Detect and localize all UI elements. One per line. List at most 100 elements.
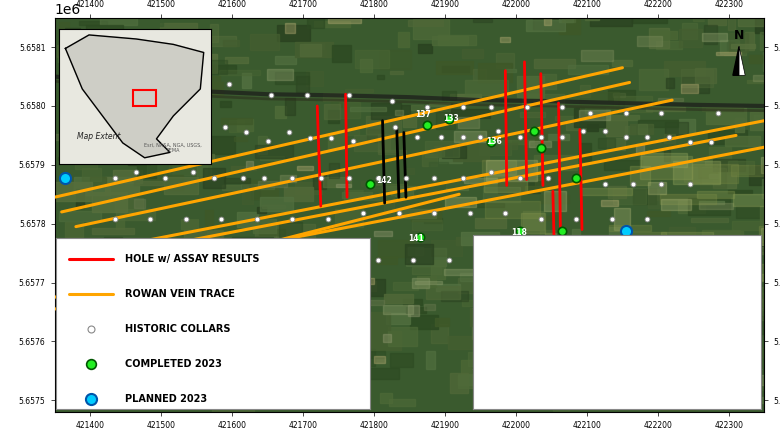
Bar <box>530 235 543 240</box>
Bar <box>498 258 536 265</box>
Bar <box>709 174 719 179</box>
Bar <box>116 217 124 229</box>
Bar <box>431 241 463 256</box>
Bar <box>233 267 264 284</box>
Bar <box>336 184 351 187</box>
Bar <box>94 45 119 51</box>
Bar <box>635 168 666 177</box>
Bar <box>665 122 688 135</box>
Bar <box>764 157 780 175</box>
Bar <box>360 59 371 72</box>
Bar <box>734 287 764 294</box>
Bar <box>169 253 196 259</box>
Bar <box>608 90 635 100</box>
Bar <box>172 214 201 218</box>
Bar <box>269 303 278 314</box>
Bar <box>134 199 145 208</box>
Bar <box>296 323 330 336</box>
Bar <box>190 143 206 158</box>
Text: 145: 145 <box>568 250 583 259</box>
Bar <box>229 120 244 132</box>
Bar <box>511 80 548 97</box>
Bar <box>148 246 178 260</box>
Bar <box>268 69 293 80</box>
Bar <box>285 376 308 395</box>
Bar <box>441 291 468 301</box>
Bar <box>583 310 603 328</box>
Bar <box>526 140 534 147</box>
Text: 133: 133 <box>444 114 459 124</box>
Bar <box>640 269 663 283</box>
Bar <box>532 30 543 41</box>
Bar <box>115 126 126 130</box>
Bar <box>484 175 526 193</box>
Bar <box>255 145 292 158</box>
Bar <box>351 299 384 305</box>
Bar <box>401 105 410 114</box>
Bar <box>344 190 383 200</box>
Bar <box>473 348 504 353</box>
Bar <box>493 330 505 339</box>
Bar <box>665 135 675 144</box>
Bar <box>108 338 124 350</box>
Bar <box>410 315 438 330</box>
Bar <box>520 213 545 233</box>
Bar <box>408 247 424 256</box>
Bar <box>210 24 218 43</box>
Bar <box>74 177 110 195</box>
Bar <box>682 261 722 284</box>
Bar <box>314 21 350 27</box>
Bar <box>82 105 94 114</box>
Bar <box>759 225 775 242</box>
Bar <box>100 18 136 25</box>
Bar <box>328 110 339 123</box>
Bar <box>735 118 743 132</box>
Bar <box>255 230 276 247</box>
Bar <box>585 317 600 329</box>
Bar <box>264 396 289 401</box>
Bar <box>496 326 509 335</box>
Bar <box>290 277 323 283</box>
Bar <box>666 78 674 88</box>
Bar <box>552 407 569 411</box>
Text: COMPLETED 2023: COMPLETED 2023 <box>126 359 222 369</box>
Bar <box>604 160 642 170</box>
Bar <box>491 232 498 249</box>
Bar <box>296 248 330 266</box>
Bar <box>59 295 86 312</box>
Bar <box>693 206 703 210</box>
Bar <box>761 228 780 245</box>
Bar <box>590 9 633 26</box>
Bar <box>174 341 201 351</box>
Bar <box>579 143 591 161</box>
Bar <box>464 178 497 183</box>
Bar <box>359 278 374 284</box>
Bar <box>675 256 701 268</box>
Bar <box>476 314 508 322</box>
Bar <box>424 141 459 157</box>
Bar <box>434 318 449 326</box>
Bar <box>550 350 580 355</box>
Bar <box>698 164 718 178</box>
Bar <box>66 64 95 78</box>
Bar <box>225 57 248 63</box>
Bar <box>236 242 266 256</box>
Bar <box>705 15 712 29</box>
Bar <box>630 166 650 185</box>
Bar <box>403 299 422 306</box>
Bar <box>548 386 605 397</box>
Bar <box>402 117 416 127</box>
Bar <box>474 323 480 334</box>
Bar <box>468 352 492 365</box>
Bar <box>750 113 780 130</box>
Bar <box>250 34 279 50</box>
Bar <box>237 119 253 131</box>
Bar <box>313 175 326 190</box>
Bar <box>398 10 422 23</box>
Bar <box>355 50 389 68</box>
Bar <box>411 105 423 109</box>
Bar <box>668 312 694 316</box>
Bar <box>246 391 260 394</box>
Text: 141: 141 <box>408 234 424 243</box>
Text: Red Lake Mining District: Red Lake Mining District <box>491 354 600 363</box>
